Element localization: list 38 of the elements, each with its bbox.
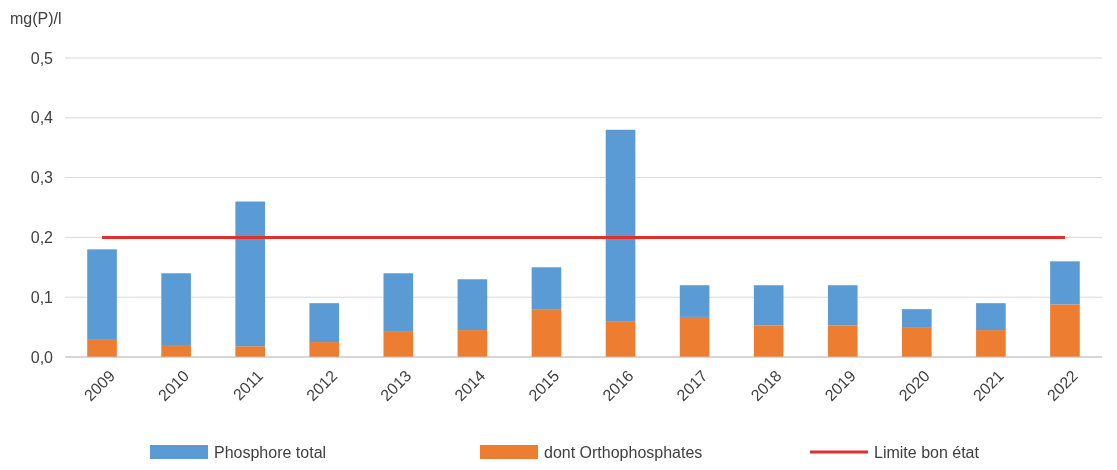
bar [827,285,858,326]
bar [753,285,784,326]
bar [976,303,1006,331]
bar [1050,261,1080,305]
bar [87,249,117,340]
bar [531,267,562,310]
bar [309,342,340,357]
bar [309,303,340,343]
bar [235,201,265,347]
bar [383,331,414,357]
y-tick-label: 0,3 [30,169,54,187]
bar [679,316,710,357]
bar [161,345,191,357]
legend-label: Phosphore total [214,443,327,461]
bar [753,325,784,357]
bar [976,330,1006,357]
bar [902,309,932,328]
bar [679,285,710,317]
bar [161,273,191,346]
bar [383,273,414,332]
y-tick-label: 0,1 [30,288,54,306]
bar [87,339,117,357]
y-tick-label: 0,5 [30,49,54,67]
bar [827,325,858,357]
bar [457,279,488,331]
y-tick-label: 0,0 [30,348,54,366]
bar [902,327,932,357]
y-tick-label: 0,2 [30,229,54,246]
legend-label: Limite bon état [874,443,980,461]
bar [605,129,636,322]
y-tick-label: 0,4 [30,109,54,127]
bar [1050,304,1080,357]
bar [531,309,562,357]
bar [605,321,636,357]
y-axis-title: mg(P)/l [10,10,62,27]
bar [235,346,265,357]
legend-label: dont Orthophosphates [544,443,703,461]
bar [457,330,488,357]
